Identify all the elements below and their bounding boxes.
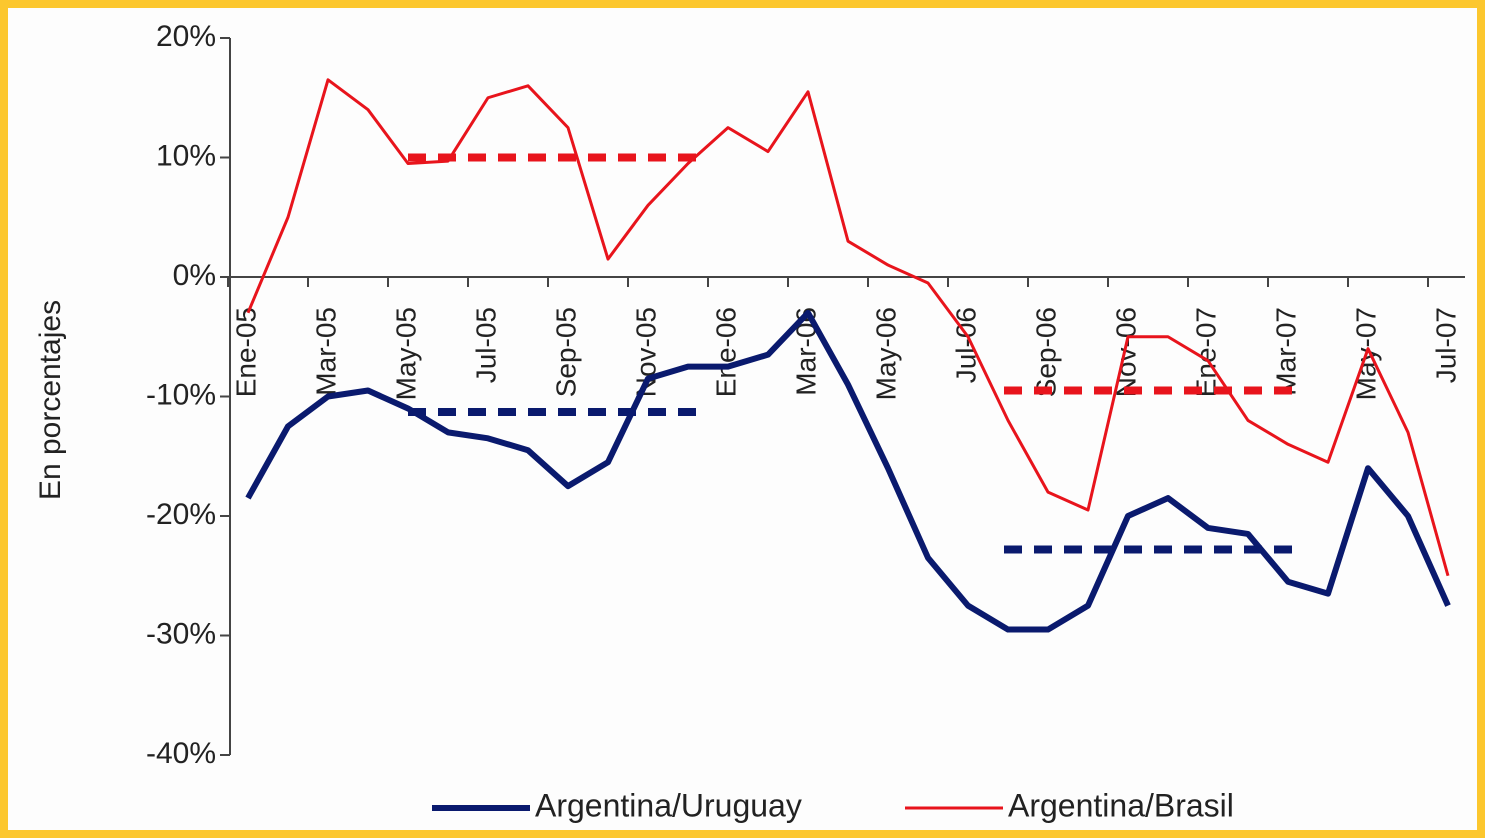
x-tick-label: Sep-05 — [550, 307, 581, 397]
y-tick-label: 10% — [156, 139, 216, 172]
x-tick-label: Jul-07 — [1430, 307, 1461, 383]
y-axis-label: En porcentajes — [34, 300, 67, 500]
x-tick-label: Ene-06 — [710, 307, 741, 397]
y-tick-label: 20% — [156, 20, 216, 53]
x-tick-label: Jul-05 — [470, 307, 501, 383]
y-tick-label: 0% — [173, 259, 216, 292]
x-tick-label: Sep-06 — [1030, 307, 1061, 397]
legend-label: Argentina/Uruguay — [535, 787, 802, 823]
x-tick-label: May-06 — [870, 307, 901, 400]
y-tick-label: -40% — [146, 737, 216, 770]
x-tick-label: May-05 — [390, 307, 421, 400]
y-tick-label: -30% — [146, 617, 216, 650]
legend-label: Argentina/Brasil — [1008, 787, 1234, 823]
x-tick-label: Mar-07 — [1270, 307, 1301, 396]
y-tick-label: -20% — [146, 498, 216, 531]
x-tick-label: Mar-05 — [310, 307, 341, 396]
series-line — [246, 78, 1450, 577]
series-line — [245, 309, 1451, 633]
x-tick-label: Mar-06 — [790, 307, 821, 396]
x-tick-label: Ene-05 — [230, 307, 261, 397]
y-tick-label: -10% — [146, 378, 216, 411]
